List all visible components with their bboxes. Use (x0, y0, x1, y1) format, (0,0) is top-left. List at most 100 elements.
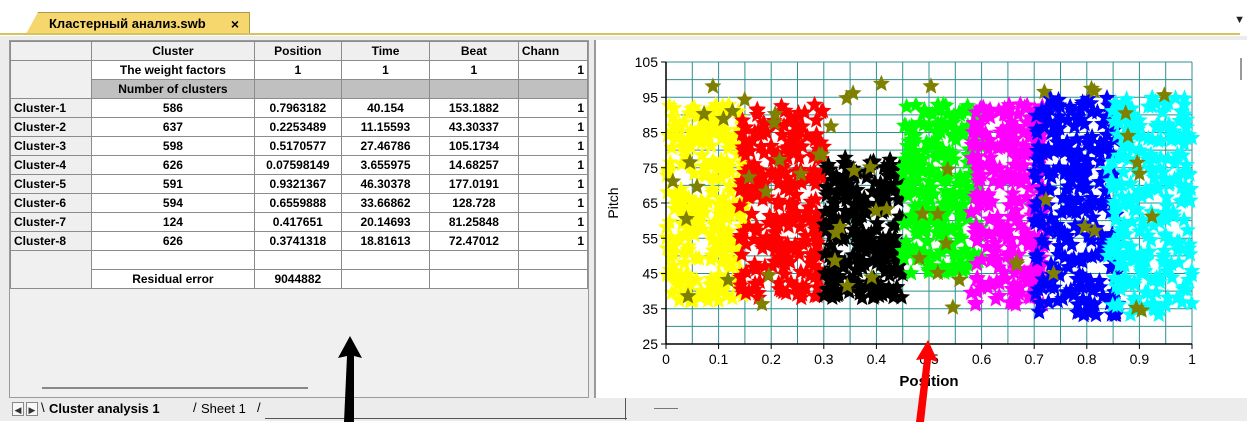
data-point[interactable] (1034, 270, 1052, 287)
data-point[interactable] (1007, 201, 1025, 218)
data-point[interactable] (1122, 123, 1140, 140)
data-point[interactable] (895, 215, 913, 232)
data-point[interactable] (720, 131, 738, 148)
data-point[interactable] (872, 255, 890, 272)
data-point[interactable] (816, 264, 834, 281)
data-point[interactable] (1125, 272, 1143, 289)
data-point[interactable] (1027, 120, 1045, 137)
table-cell[interactable] (428, 269, 519, 289)
table-cell[interactable]: 1 (517, 212, 588, 232)
data-point[interactable] (1135, 263, 1153, 280)
data-point[interactable] (934, 194, 952, 211)
table-cell[interactable]: 0.417651 (253, 212, 343, 232)
table-cell[interactable]: 153.1882 (428, 98, 519, 118)
data-point[interactable] (1001, 126, 1019, 144)
data-point[interactable] (1158, 188, 1176, 205)
data-point[interactable] (1107, 264, 1125, 281)
data-point[interactable] (807, 190, 825, 207)
data-point[interactable] (999, 244, 1017, 261)
data-point[interactable] (810, 145, 828, 162)
data-point[interactable] (1068, 303, 1086, 320)
data-point[interactable] (980, 225, 998, 243)
data-point[interactable] (1033, 231, 1051, 248)
table-cell[interactable]: 0.2253489 (253, 117, 343, 137)
weight-label[interactable]: The weight factors (91, 60, 255, 80)
scatter-chart[interactable]: 00.10.20.30.40.50.60.70.80.9125354555657… (596, 40, 1244, 396)
data-point[interactable] (1053, 203, 1071, 220)
data-point[interactable] (1042, 255, 1060, 272)
data-point[interactable] (844, 220, 862, 238)
table-cell[interactable]: 20.14693 (341, 212, 430, 232)
data-point[interactable] (1183, 294, 1201, 311)
data-point[interactable] (983, 192, 1001, 210)
data-point[interactable] (886, 261, 904, 278)
data-point[interactable] (796, 103, 814, 120)
data-point[interactable] (929, 101, 947, 118)
data-point[interactable] (809, 224, 827, 242)
data-point[interactable] (664, 108, 682, 125)
data-point[interactable] (765, 113, 783, 131)
data-point[interactable] (1175, 135, 1193, 152)
data-point[interactable] (792, 165, 810, 182)
data-point[interactable] (849, 261, 867, 279)
data-point[interactable] (1054, 189, 1072, 206)
table-cell[interactable] (91, 250, 255, 270)
data-point[interactable] (1172, 192, 1190, 210)
data-point[interactable] (857, 204, 875, 221)
data-point[interactable] (951, 166, 969, 184)
data-point[interactable] (885, 236, 903, 253)
prev-sheet-icon[interactable]: ◀ (12, 402, 24, 416)
data-point[interactable] (774, 282, 792, 300)
data-point[interactable] (664, 244, 682, 261)
data-point[interactable] (792, 262, 810, 280)
data-point[interactable] (1094, 287, 1112, 304)
data-point[interactable] (1139, 283, 1157, 300)
data-point[interactable] (1057, 231, 1075, 248)
data-point[interactable] (702, 270, 720, 287)
data-point[interactable] (1078, 179, 1096, 197)
data-point[interactable] (1142, 271, 1160, 288)
row-header[interactable]: Cluster-7 (10, 212, 93, 232)
data-point[interactable] (712, 151, 730, 168)
data-point[interactable] (929, 264, 947, 281)
data-point[interactable] (663, 138, 681, 156)
data-point[interactable] (996, 129, 1014, 146)
data-point[interactable] (985, 171, 1003, 188)
data-point[interactable] (895, 165, 913, 182)
data-point[interactable] (1155, 86, 1173, 103)
corner-cell[interactable] (10, 41, 93, 61)
data-point[interactable] (857, 276, 875, 294)
data-point[interactable] (1122, 174, 1140, 191)
chart-scroll-handle[interactable] (654, 408, 678, 409)
data-point[interactable] (898, 97, 916, 114)
data-point[interactable] (951, 105, 969, 122)
data-point[interactable] (998, 230, 1016, 247)
data-point[interactable] (968, 184, 986, 202)
data-point[interactable] (695, 105, 713, 122)
data-point[interactable] (895, 158, 913, 175)
data-point[interactable] (902, 264, 920, 281)
data-point[interactable] (1109, 125, 1127, 143)
close-icon[interactable]: × (230, 16, 239, 32)
data-point[interactable] (1081, 294, 1099, 311)
data-point[interactable] (1066, 216, 1084, 233)
column-header[interactable]: Time (341, 41, 430, 61)
data-point[interactable] (1031, 148, 1049, 165)
table-cell[interactable]: 3.655975 (341, 155, 430, 175)
data-point[interactable] (999, 222, 1017, 239)
data-point[interactable] (714, 198, 732, 215)
data-point[interactable] (667, 195, 685, 212)
data-point[interactable] (766, 240, 784, 257)
data-point[interactable] (723, 102, 741, 119)
data-point[interactable] (1058, 181, 1076, 198)
data-point[interactable] (679, 241, 697, 258)
data-point[interactable] (790, 148, 808, 165)
data-point[interactable] (732, 267, 750, 284)
data-point[interactable] (775, 116, 793, 133)
data-point[interactable] (937, 234, 955, 251)
data-point[interactable] (852, 254, 870, 271)
data-point[interactable] (663, 265, 681, 283)
data-point[interactable] (1067, 203, 1085, 220)
data-point[interactable] (818, 183, 836, 200)
data-point[interactable] (808, 125, 826, 142)
